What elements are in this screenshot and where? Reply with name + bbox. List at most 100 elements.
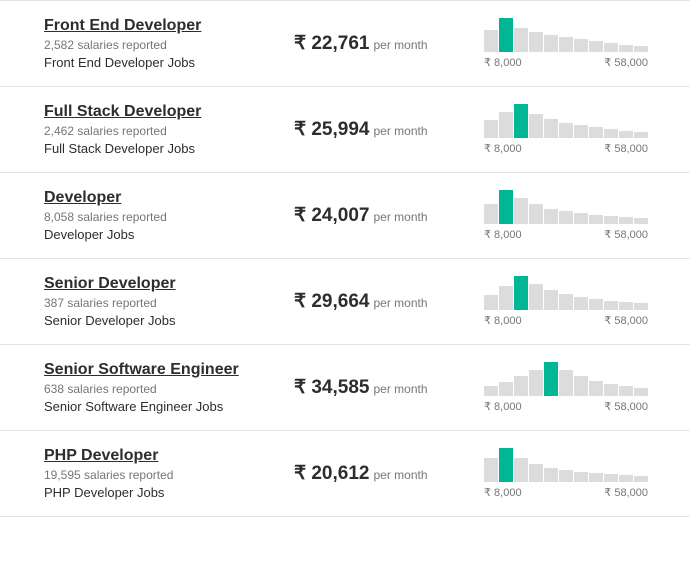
salary-amount: ₹ 25,994 per month xyxy=(294,118,484,141)
salary-unit: per month xyxy=(373,210,427,224)
histogram-axis: ₹ 8,000₹ 58,000 xyxy=(484,228,648,241)
jobs-link[interactable]: Front End Developer Jobs xyxy=(44,55,294,70)
jobs-link[interactable]: PHP Developer Jobs xyxy=(44,485,294,500)
histogram-bar xyxy=(559,370,573,396)
histogram xyxy=(484,276,648,310)
histogram-bar xyxy=(544,468,558,482)
histogram-bar xyxy=(604,43,618,52)
histogram-bar xyxy=(529,370,543,396)
histogram-bar xyxy=(499,112,513,138)
job-title-link[interactable]: PHP Developer xyxy=(44,447,158,465)
salary-value: ₹ 22,761 xyxy=(294,33,369,54)
histogram-bar xyxy=(484,458,498,482)
salary-row: PHP Developer 19,595 salaries reported PHP… xyxy=(0,431,690,517)
histogram-bar xyxy=(484,295,498,310)
histogram-bar xyxy=(634,388,648,396)
histogram-bar xyxy=(589,473,603,482)
histogram-bar xyxy=(559,470,573,482)
histogram-bar xyxy=(559,294,573,310)
histogram xyxy=(484,448,648,482)
salary-amount: ₹ 22,761 per month xyxy=(294,32,484,55)
histogram-bar xyxy=(619,131,633,138)
salary-amount: ₹ 34,585per month xyxy=(294,376,484,399)
histogram xyxy=(484,18,648,52)
histogram-bar xyxy=(559,37,573,52)
histogram-bar xyxy=(499,190,513,224)
axis-min: ₹ 8,000 xyxy=(484,228,522,241)
histogram-bar xyxy=(574,297,588,310)
salary-value: ₹ 25,994 xyxy=(294,119,369,140)
salary-unit: per month xyxy=(373,296,427,310)
histogram-bar xyxy=(559,211,573,224)
axis-min: ₹ 8,000 xyxy=(484,314,522,327)
histogram-bar xyxy=(619,217,633,224)
histogram-bar xyxy=(514,276,528,310)
salary-unit: per month xyxy=(373,124,427,138)
salary-distribution: ₹ 8,000₹ 58,000 xyxy=(484,362,672,413)
axis-max: ₹ 58,000 xyxy=(604,400,648,413)
histogram-bar xyxy=(484,386,498,396)
jobs-link[interactable]: Developer Jobs xyxy=(44,227,294,242)
job-title-link[interactable]: Senior Developer xyxy=(44,275,176,293)
histogram-bar xyxy=(574,376,588,396)
salary-row: Developer 8,058 salaries reported Develope… xyxy=(0,173,690,259)
histogram-bar xyxy=(544,209,558,224)
jobs-link[interactable]: Senior Developer Jobs xyxy=(44,313,294,328)
job-title-link[interactable]: Full Stack Developer xyxy=(44,103,201,121)
histogram-bar xyxy=(514,198,528,224)
histogram-bar xyxy=(529,114,543,138)
salaries-reported: 387 salaries reported xyxy=(44,296,294,310)
salary-value: ₹ 24,007 xyxy=(294,205,369,226)
histogram-bar xyxy=(619,386,633,396)
histogram-bar xyxy=(484,30,498,52)
salaries-reported: 8,058 salaries reported xyxy=(44,210,294,224)
histogram-bar xyxy=(544,119,558,138)
histogram-bar xyxy=(634,46,648,52)
histogram-axis: ₹ 8,000₹ 58,000 xyxy=(484,56,648,69)
job-title-link[interactable]: Senior Software Engineer xyxy=(44,361,239,379)
salary-unit: per month xyxy=(373,38,427,52)
salary-row: Front End Developer2,582 salaries report… xyxy=(0,1,690,87)
job-title-link[interactable]: Developer xyxy=(44,189,121,207)
salary-list: Front End Developer2,582 salaries report… xyxy=(0,0,690,517)
histogram-bar xyxy=(514,376,528,396)
histogram-bar xyxy=(574,213,588,224)
histogram-bar xyxy=(619,302,633,310)
histogram-bar xyxy=(544,290,558,310)
histogram-bar xyxy=(574,472,588,482)
histogram-bar xyxy=(499,448,513,482)
histogram-axis: ₹ 8,000 ₹ 58,000 xyxy=(484,314,648,327)
histogram-bar xyxy=(589,299,603,310)
salary-unit: per month xyxy=(373,382,427,396)
axis-min: ₹ 8,000 xyxy=(484,486,522,499)
salaries-reported: 19,595 salaries reported xyxy=(44,468,294,482)
axis-max: ₹ 58,000 xyxy=(604,486,648,499)
histogram-axis: ₹ 8,000₹ 58,000 xyxy=(484,400,648,413)
histogram-bar xyxy=(604,384,618,396)
histogram-bar xyxy=(634,218,648,224)
histogram-bar xyxy=(619,475,633,482)
histogram xyxy=(484,190,648,224)
histogram-axis: ₹ 8,000₹ 58,000 xyxy=(484,142,648,155)
salary-amount: ₹ 20,612per month xyxy=(294,462,484,485)
salary-value: ₹ 29,664 xyxy=(294,291,369,312)
jobs-link[interactable]: Full Stack Developer Jobs xyxy=(44,141,294,156)
salary-distribution: ₹ 8,000 ₹ 58,000 xyxy=(484,276,672,327)
histogram xyxy=(484,362,648,396)
job-info: Senior Developer 387 salaries reported Sen… xyxy=(44,275,294,328)
histogram-bar xyxy=(619,45,633,52)
histogram-bar xyxy=(589,127,603,138)
histogram-axis: ₹ 8,000 ₹ 58,000 xyxy=(484,486,648,499)
axis-max: ₹ 58,000 xyxy=(604,314,648,327)
jobs-link[interactable]: Senior Software Engineer Jobs xyxy=(44,399,294,414)
job-info: PHP Developer 19,595 salaries reported PHP… xyxy=(44,447,294,500)
histogram xyxy=(484,104,648,138)
salary-row: Senior Software Engineer638 salaries rep… xyxy=(0,345,690,431)
job-title-link[interactable]: Front End Developer xyxy=(44,17,201,35)
salary-row: Full Stack Developer2,462 salaries repor… xyxy=(0,87,690,173)
histogram-bar xyxy=(514,458,528,482)
histogram-bar xyxy=(484,120,498,138)
histogram-bar xyxy=(589,215,603,224)
histogram-bar xyxy=(574,125,588,138)
histogram-bar xyxy=(634,132,648,138)
